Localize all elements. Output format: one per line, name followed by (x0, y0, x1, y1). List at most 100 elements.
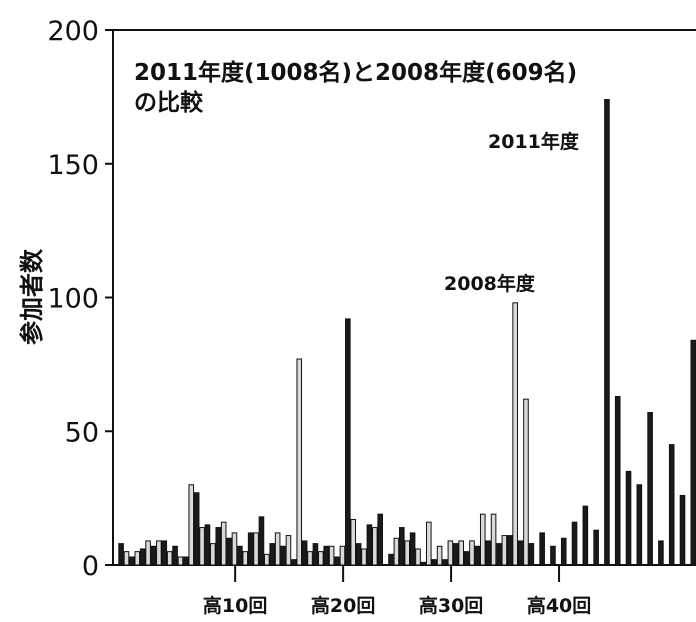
bar-2011 (571, 521, 578, 566)
bar-2011 (161, 540, 168, 566)
bar-2011 (334, 556, 340, 566)
bar-2011 (614, 395, 621, 566)
bar-2011 (517, 540, 524, 566)
bar-2008 (188, 484, 195, 566)
bar-2011 (280, 545, 286, 566)
bar-2011 (399, 527, 405, 566)
bar-2011 (593, 529, 599, 566)
bar-2011 (291, 559, 297, 566)
bar-2011 (647, 412, 653, 566)
bar-2011 (258, 516, 265, 566)
bars-group (118, 99, 696, 566)
bar-2008 (490, 513, 497, 566)
bar-2011 (690, 339, 696, 566)
bar-2008 (328, 545, 335, 566)
bar-2008 (253, 532, 259, 566)
bar-2011 (442, 559, 448, 566)
bar-2011 (118, 543, 124, 566)
bar-2011 (431, 559, 437, 566)
bar-2008 (415, 548, 421, 566)
bar-2008 (479, 513, 486, 566)
bar-2008 (307, 551, 313, 566)
bar-2011 (301, 540, 308, 566)
bar-2011 (528, 543, 535, 566)
bar-2008 (156, 540, 162, 566)
x-tick-label: 高30回 (419, 594, 483, 617)
bar-2008 (361, 548, 367, 566)
y-tick-label: 0 (82, 551, 99, 582)
bar-2008 (134, 551, 141, 566)
bar-2011 (323, 545, 330, 566)
x-tick-label: 高10回 (203, 594, 267, 617)
bar-2008 (285, 535, 292, 566)
bar-2011 (193, 492, 200, 566)
bar-2011 (636, 484, 643, 566)
bar-2008 (177, 556, 184, 566)
bar-2011 (496, 543, 502, 566)
bar-2011 (129, 556, 135, 566)
y-axis-ticks: 0 50 100 150 200 (47, 16, 113, 582)
bar-2008 (425, 521, 432, 566)
bar-2011 (679, 494, 686, 566)
bar-2008 (512, 302, 518, 566)
bar-2011 (204, 524, 211, 566)
bar-2011 (345, 318, 351, 566)
bar-2011 (366, 524, 373, 566)
annotation-2011: 2011年度 (488, 130, 580, 153)
bar-2011 (463, 551, 470, 566)
x-tick-label: 高20回 (311, 594, 375, 617)
bar-2011 (668, 444, 675, 566)
bar-2011 (269, 543, 276, 566)
bar-2011 (172, 545, 178, 566)
bar-2011 (658, 540, 664, 566)
bar-2008 (436, 545, 443, 566)
x-tick-label: 高40回 (527, 594, 591, 617)
bar-2008 (404, 540, 410, 566)
y-tick-label: 100 (47, 284, 99, 315)
bar-2008 (242, 551, 249, 566)
bar-2008 (145, 540, 151, 566)
chart-title: 2011年度(1008名)と2008年度(609名) (134, 59, 577, 86)
bar-2011 (312, 543, 319, 566)
bar-2008 (458, 540, 464, 566)
bar-2011 (388, 553, 394, 566)
y-tick-label: 150 (47, 150, 99, 181)
bar-2011 (183, 556, 189, 566)
bar-2008 (447, 540, 454, 566)
bar-2008 (123, 551, 130, 566)
bar-2011 (625, 470, 632, 566)
y-tick-label: 50 (65, 417, 99, 448)
y-axis-label: 参加者数 (18, 248, 46, 345)
bar-2008 (264, 553, 270, 566)
bar-2011 (550, 545, 556, 566)
bar-2008 (523, 398, 529, 566)
annotation-2008: 2008年度 (444, 272, 536, 295)
bar-2011 (485, 540, 491, 566)
bar-2011 (355, 543, 362, 566)
bar-2008 (231, 532, 238, 566)
bar-2011 (582, 505, 589, 566)
x-axis-ticks: 高10回 高20回 高30回 高40回 (203, 565, 591, 617)
bar-2008 (350, 519, 357, 566)
bar-2011 (474, 545, 481, 566)
bar-2008 (372, 527, 378, 566)
bar-2008 (220, 521, 227, 566)
bar-2011 (560, 537, 567, 566)
bar-2011 (226, 537, 232, 566)
bar-2011 (247, 532, 254, 566)
bar-2008 (210, 543, 216, 566)
bar-2008 (274, 532, 281, 566)
bar-2011 (604, 99, 610, 566)
bar-2008 (339, 545, 346, 566)
bar-2011 (377, 513, 384, 566)
bar-2008 (199, 527, 205, 566)
bar-2008 (296, 358, 303, 566)
bar-2011 (506, 535, 513, 566)
bar-2011 (409, 532, 416, 566)
bar-2011 (452, 543, 459, 566)
bar-2011 (420, 561, 427, 566)
bar-2011 (139, 548, 146, 566)
bar-2011 (215, 527, 222, 566)
bar-2011 (150, 545, 157, 566)
